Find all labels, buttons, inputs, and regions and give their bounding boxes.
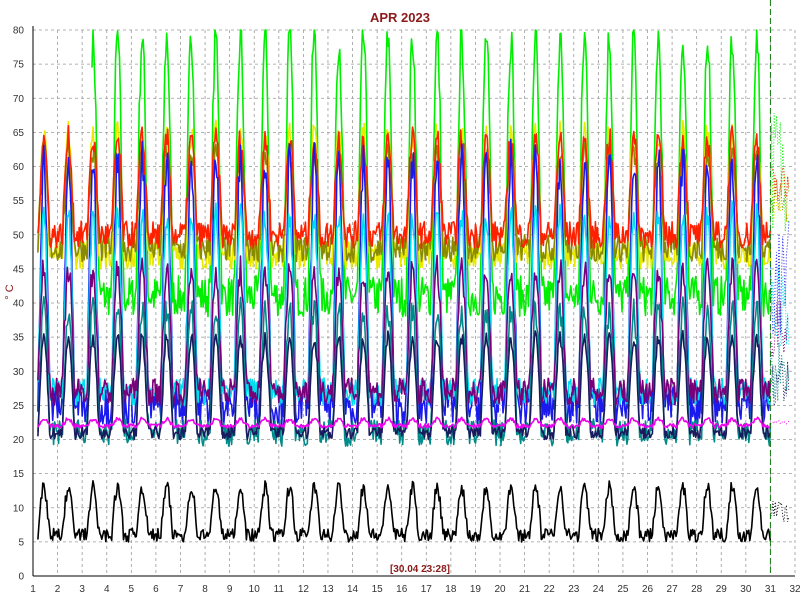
y-tick-label: 70 — [13, 94, 25, 105]
y-tick-label: 75 — [13, 60, 25, 71]
x-tick-label: 10 — [249, 584, 261, 595]
x-tick-label: 6 — [153, 584, 159, 595]
series-line — [37, 254, 772, 407]
y-tick-label: 5 — [18, 537, 24, 548]
chart-title: APR 2023 — [370, 10, 430, 25]
series-forecast-line — [769, 176, 790, 221]
x-tick-label: 3 — [79, 584, 85, 595]
x-tick-label: 27 — [667, 584, 679, 595]
x-tick-label: 18 — [445, 584, 457, 595]
series-forecast-line — [769, 221, 790, 335]
series-line — [37, 480, 772, 543]
series-line — [37, 124, 772, 250]
x-tick-label: 25 — [617, 584, 629, 595]
x-tick-label: 29 — [716, 584, 728, 595]
x-tick-label: 9 — [227, 584, 233, 595]
x-tick-label: 8 — [202, 584, 208, 595]
series-forecast-line — [770, 419, 790, 425]
x-tick-label: 23 — [568, 584, 580, 595]
x-tick-label: 19 — [470, 584, 482, 595]
y-tick-label: 50 — [13, 230, 25, 241]
series-line — [37, 138, 772, 263]
y-tick-label: 45 — [13, 264, 25, 275]
x-tick-label: 16 — [396, 584, 408, 595]
x-tick-label: 32 — [789, 584, 800, 595]
x-tick-label: 4 — [104, 584, 110, 595]
series-line — [37, 416, 771, 429]
series-forecast-line — [769, 172, 790, 223]
y-tick-label: 40 — [13, 299, 25, 310]
series-forecast-line — [769, 360, 790, 407]
series-line — [91, 29, 772, 318]
y-tick-label: 10 — [13, 503, 25, 514]
x-tick-label: 2 — [55, 584, 61, 595]
x-tick-label: 11 — [274, 584, 285, 595]
x-tick-label: 22 — [544, 584, 556, 595]
series-forecast-line — [769, 265, 790, 346]
series-line — [37, 329, 772, 441]
chart-series — [37, 29, 790, 543]
y-tick-label: 60 — [13, 162, 25, 173]
x-tick-label: 26 — [642, 584, 654, 595]
y-tick-label: 30 — [13, 367, 25, 378]
y-tick-label: 65 — [13, 128, 25, 139]
series-line — [37, 138, 772, 427]
x-tick-label: 5 — [129, 584, 135, 595]
x-tick-label: 13 — [322, 584, 334, 595]
y-tick-label: 25 — [13, 401, 25, 412]
y-tick-label: 35 — [13, 333, 25, 344]
series-forecast-line — [770, 301, 790, 358]
x-tick-label: 14 — [347, 584, 359, 595]
x-tick-label: 1 — [30, 584, 36, 595]
x-tick-label: 20 — [494, 584, 506, 595]
x-tick-label: 21 — [519, 584, 531, 595]
series-forecast-line — [770, 500, 790, 522]
y-tick-label: 80 — [13, 26, 25, 37]
x-tick-label: 24 — [593, 584, 605, 595]
x-tick-label: 30 — [740, 584, 752, 595]
series-forecast-line — [770, 166, 790, 201]
series-forecast-line — [769, 342, 790, 402]
x-tick-label: 17 — [421, 584, 433, 595]
y-tick-label: 20 — [13, 435, 25, 446]
x-tick-label: 15 — [372, 584, 384, 595]
y-tick-label: 55 — [13, 196, 25, 207]
y-tick-label: 15 — [13, 469, 25, 480]
timestamp-label: [30.04 23:28] — [390, 564, 450, 575]
chart-grid — [32, 29, 796, 577]
x-tick-label: 7 — [178, 584, 184, 595]
x-tick-label: 12 — [298, 584, 310, 595]
x-tick-label: 28 — [691, 584, 703, 595]
y-axis-label: ° C — [4, 284, 16, 299]
y-tick-label: 0 — [18, 572, 24, 583]
x-tick-label: 31 — [765, 584, 777, 595]
